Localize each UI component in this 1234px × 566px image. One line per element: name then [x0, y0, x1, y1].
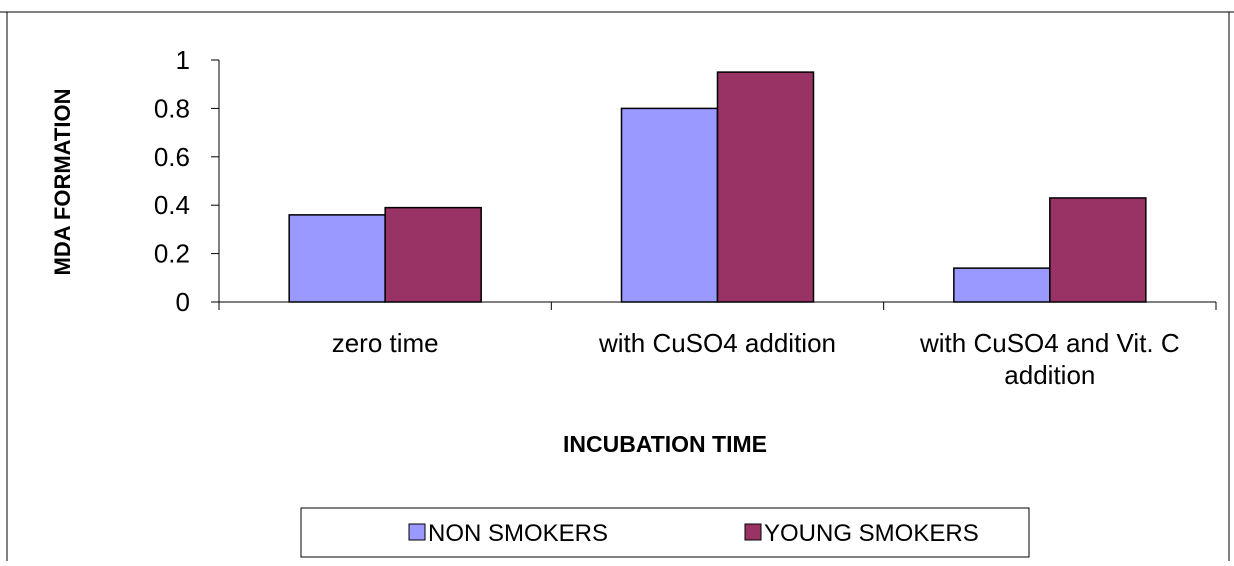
bar [953, 267, 1051, 303]
x-axis-label: INCUBATION TIME [563, 431, 767, 457]
y-tick-label: 0.2 [154, 239, 190, 269]
y-axis-label: MDA FORMATION [50, 89, 75, 276]
bar [620, 107, 719, 303]
legend-label: NON SMOKERS [428, 520, 608, 547]
legend-swatch [744, 523, 762, 541]
bars [288, 71, 1147, 303]
legend-swatch [408, 523, 426, 541]
y-tick-labels: 0 0.2 0.4 0.6 0.8 1 [154, 45, 190, 317]
x-tick-label: with CuSO4 and Vit. C [919, 328, 1180, 358]
y-tick-label: 0.6 [154, 142, 190, 172]
y-tick-label: 0 [176, 287, 190, 317]
y-tick-label: 1 [176, 45, 190, 75]
legend-label: YOUNG SMOKERS [764, 520, 979, 547]
y-tick-label: 0.4 [154, 190, 190, 220]
x-tick-label: with CuSO4 addition [598, 328, 836, 358]
legend: NON SMOKERS YOUNG SMOKERS [300, 507, 1030, 558]
y-tick-label: 0.8 [154, 93, 190, 123]
bar [384, 206, 482, 303]
bar [716, 71, 815, 303]
x-tick-labels: zero time with CuSO4 addition with CuSO4 a… [332, 328, 1180, 390]
bar [1049, 197, 1147, 303]
bar [288, 214, 386, 303]
x-tick-label: zero time [332, 328, 439, 358]
x-tick-label: addition [1004, 360, 1095, 390]
